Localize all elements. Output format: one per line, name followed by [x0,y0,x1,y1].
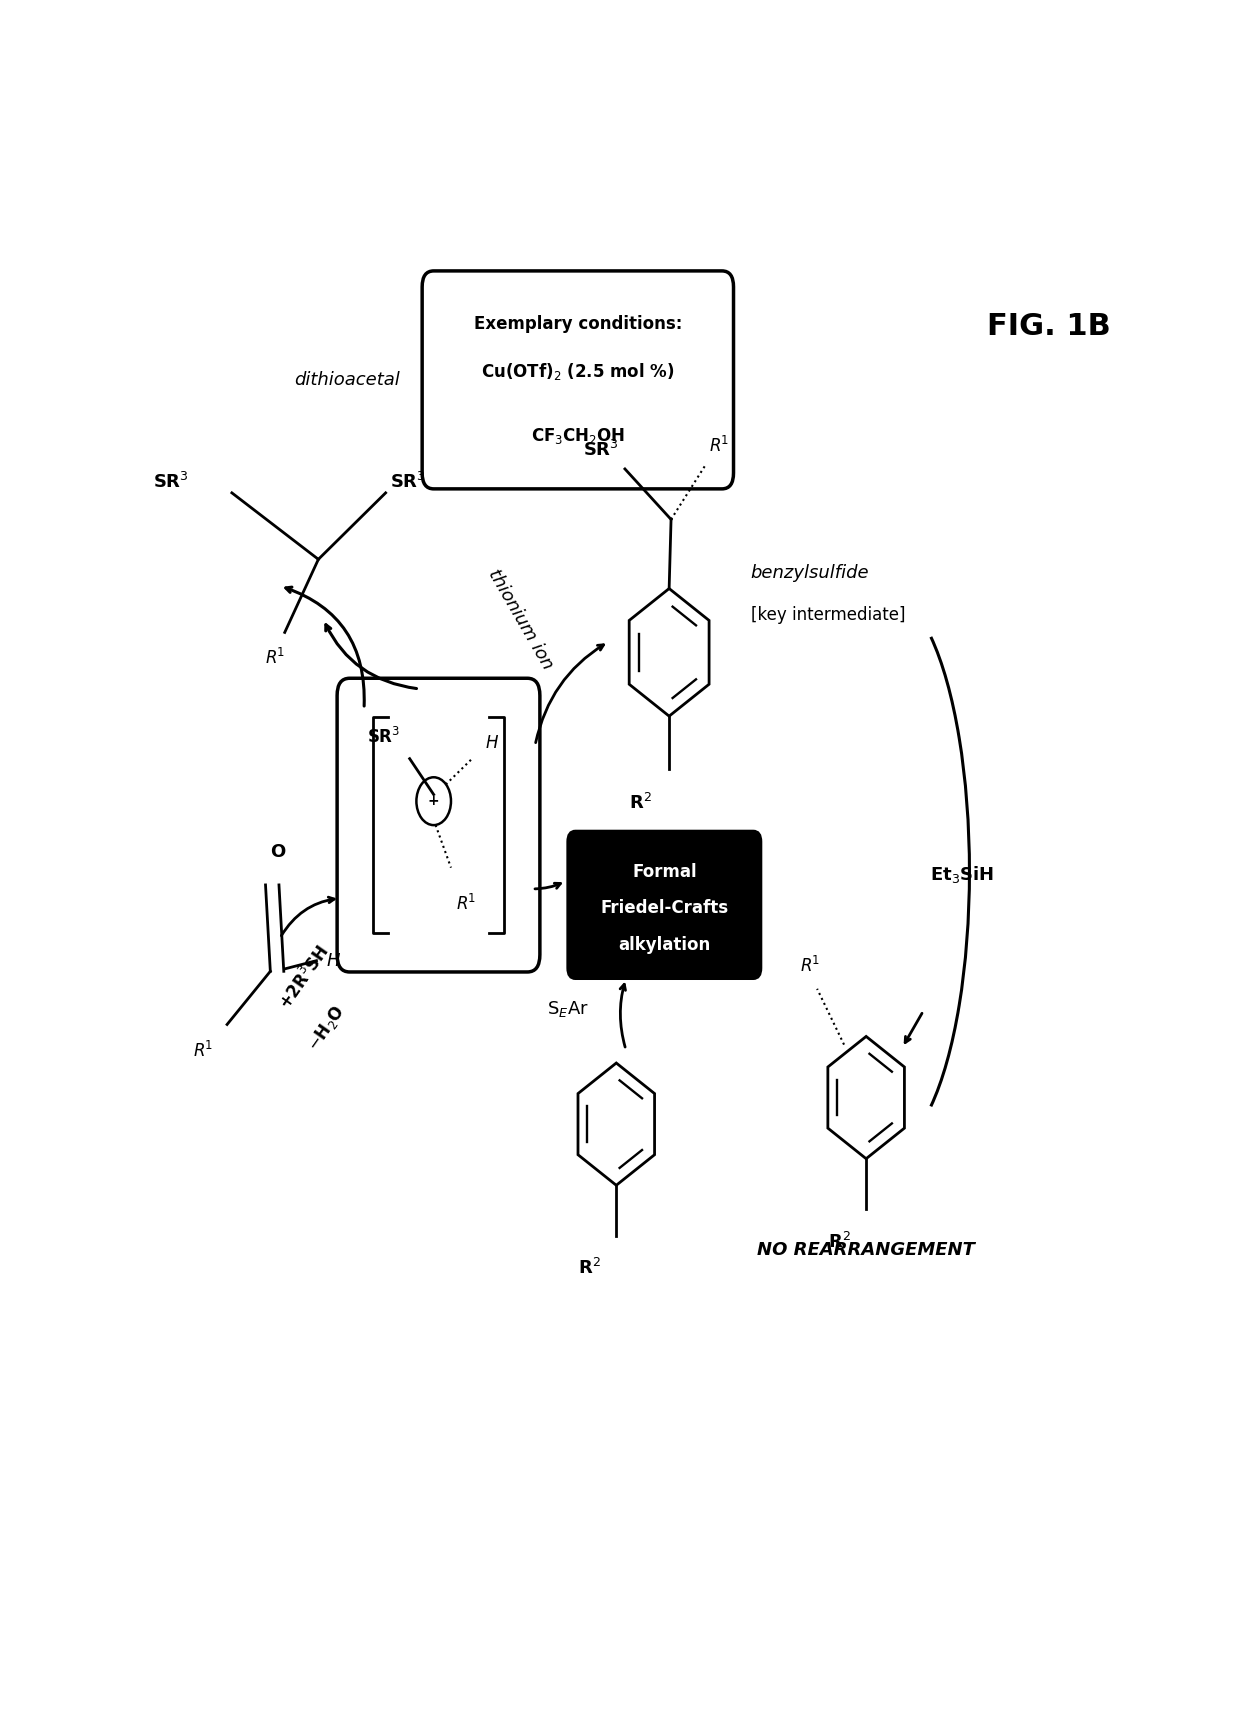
Text: Exemplary conditions:: Exemplary conditions: [474,316,682,333]
Text: dithioacetal: dithioacetal [294,371,401,388]
Text: O: O [270,842,285,861]
FancyBboxPatch shape [337,678,539,972]
Text: R$^1$: R$^1$ [192,1041,213,1061]
Text: +2R$^3$SH: +2R$^3$SH [275,942,334,1013]
Text: Friedel-Crafts: Friedel-Crafts [600,899,728,917]
Text: NO REARRANGEMENT: NO REARRANGEMENT [758,1241,975,1260]
Text: H: H [326,951,340,970]
Text: SR$^3$: SR$^3$ [583,440,619,459]
Text: $-$H$_2$O: $-$H$_2$O [303,1001,348,1055]
Text: thionium ion: thionium ion [484,566,557,673]
Text: R$^2$: R$^2$ [828,1232,851,1251]
Text: SR$^3$: SR$^3$ [153,473,188,492]
Text: CF$_3$CH$_2$OH: CF$_3$CH$_2$OH [531,426,625,445]
Text: SR$^3$: SR$^3$ [391,473,427,492]
Text: R$^1$: R$^1$ [265,649,285,668]
Text: S$_E$Ar: S$_E$Ar [547,999,589,1018]
Text: H: H [486,734,498,753]
FancyBboxPatch shape [568,832,761,979]
Text: R$^1$: R$^1$ [456,894,476,915]
Text: Formal: Formal [632,863,697,880]
Text: SR$^3$: SR$^3$ [367,727,401,747]
Text: R$^2$: R$^2$ [578,1258,600,1279]
Text: Cu(OTf)$_2$ (2.5 mol %): Cu(OTf)$_2$ (2.5 mol %) [481,361,675,383]
Text: R$^2$: R$^2$ [629,794,652,813]
Text: Et$_3$SiH: Et$_3$SiH [930,863,994,885]
Text: [key intermediate]: [key intermediate] [751,606,905,625]
Text: benzylsulfide: benzylsulfide [751,564,869,582]
FancyBboxPatch shape [422,271,734,488]
Text: FIG. 1B: FIG. 1B [987,312,1111,342]
Text: R$^1$: R$^1$ [709,435,729,456]
Text: +: + [428,794,439,808]
Text: R$^1$: R$^1$ [800,956,821,975]
Text: alkylation: alkylation [619,935,711,954]
